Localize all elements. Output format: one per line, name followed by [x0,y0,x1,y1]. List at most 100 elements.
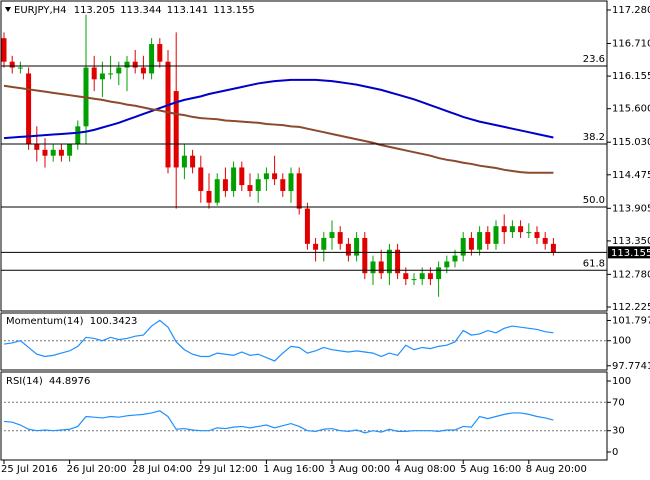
candle-body [206,190,212,203]
candle-body [427,273,433,280]
fib-label: 61.8 [583,258,605,269]
y-tick-label: 115.600 [612,104,650,115]
candle-body [345,243,351,256]
candle-body [239,167,245,186]
y-tick-label: 100 [612,336,631,347]
candle-body [452,255,458,262]
candle-body [518,226,524,233]
y-tick-label: 101.7976 [612,315,650,326]
candle-body [42,149,48,156]
candle-body [190,155,196,168]
y-tick-label: 70 [612,397,625,408]
indicator-title: Momentum(14) 100.3423 [6,316,137,327]
momentum-plot [1,319,607,362]
rsi-panel [0,371,608,461]
y-tick-label: 97.7741 [612,361,650,372]
y-tick-label: 116.155 [612,71,650,82]
candle-body [509,226,515,233]
y-tick-label: 112.780 [612,269,650,280]
y-tick-label: 30 [612,426,625,437]
candle-body [354,237,360,256]
x-tick-label: 1 Aug 16:00 [263,464,324,475]
moving-average [3,78,554,140]
candle-body [403,273,409,280]
candle-body [272,173,278,180]
quote-open: 113.205 [74,5,115,16]
candle-body [132,61,138,68]
y-tick-label: 115.030 [612,137,650,148]
candle-body [460,237,466,256]
x-tick-label: 25 Jul 2016 [1,464,58,475]
candle-body [280,179,286,191]
candle-body [534,232,540,238]
candle-body [395,249,401,274]
candle-body [67,143,73,156]
candle-body [337,232,343,244]
indicator-value: 44.8976 [49,376,90,387]
fib-label: 38.2 [583,132,605,143]
moving-average [3,84,554,174]
collapse-icon[interactable] [5,7,11,12]
candle-body [477,232,483,250]
quote-low: 113.141 [167,5,208,16]
y-tick-label: 100 [612,376,631,387]
candle-body [436,267,442,280]
y-tick-label: 112.225 [612,302,650,313]
candle-body [247,185,253,191]
rsi-plot [1,401,607,434]
candle-body [222,179,228,191]
candle-body [485,232,491,244]
candle-body [550,243,556,253]
candle-body [362,237,368,274]
candle-body [26,73,32,144]
candle-body [255,179,261,191]
y-tick-label: 117.280 [612,5,650,16]
candle-body [99,73,105,80]
indicator-line [3,319,554,362]
chart-header: EURJPY,H4 113.205 113.344 113.141 113.15… [14,5,255,16]
candle-body [542,237,548,244]
candle-body [124,61,130,68]
current-price-label: 113.155 [611,248,650,259]
candle-body [321,237,327,250]
candle-body [304,208,310,244]
x-tick-label: 3 Aug 00:00 [329,464,390,475]
candle-body [214,179,220,203]
y-tick-label: 114.475 [612,170,650,181]
indicator-line [3,410,554,434]
x-tick-label: 5 Aug 16:00 [460,464,521,475]
quote-high: 113.344 [120,5,161,16]
candle-body [9,61,15,68]
candle-body [17,67,23,69]
candle-body [378,261,384,274]
candle-body [296,173,302,209]
candle-body [149,44,155,74]
indicator-value: 100.3423 [90,316,138,327]
quote-close: 113.155 [213,5,254,16]
candle-body [419,273,425,280]
candle-body [58,149,64,156]
x-tick-label: 4 Aug 08:00 [395,464,456,475]
candle-body [411,279,417,281]
candle-body [526,232,532,234]
symbol: EURJPY,H4 [14,5,67,16]
candle-body [140,67,146,74]
candle-body [231,167,237,191]
current-price-box [608,246,650,259]
x-tick-label: 8 Aug 20:00 [526,464,587,475]
candle-body [468,237,474,250]
candle-body [165,61,171,168]
candle-body [263,173,269,180]
fib-label: 50.0 [583,195,605,206]
candle-body [50,149,56,156]
x-tick-label: 26 Jul 20:00 [67,464,127,475]
candle-body [91,67,97,80]
candle-body [108,73,114,75]
axes: 117.280 116.710 116.155 115.600 115.030 114.4… [1,5,650,475]
candle-body [198,167,204,191]
candle-body [493,226,499,244]
indicator-name: Momentum(14) [6,316,84,327]
candle-body [288,173,294,191]
candle-body [116,67,122,74]
